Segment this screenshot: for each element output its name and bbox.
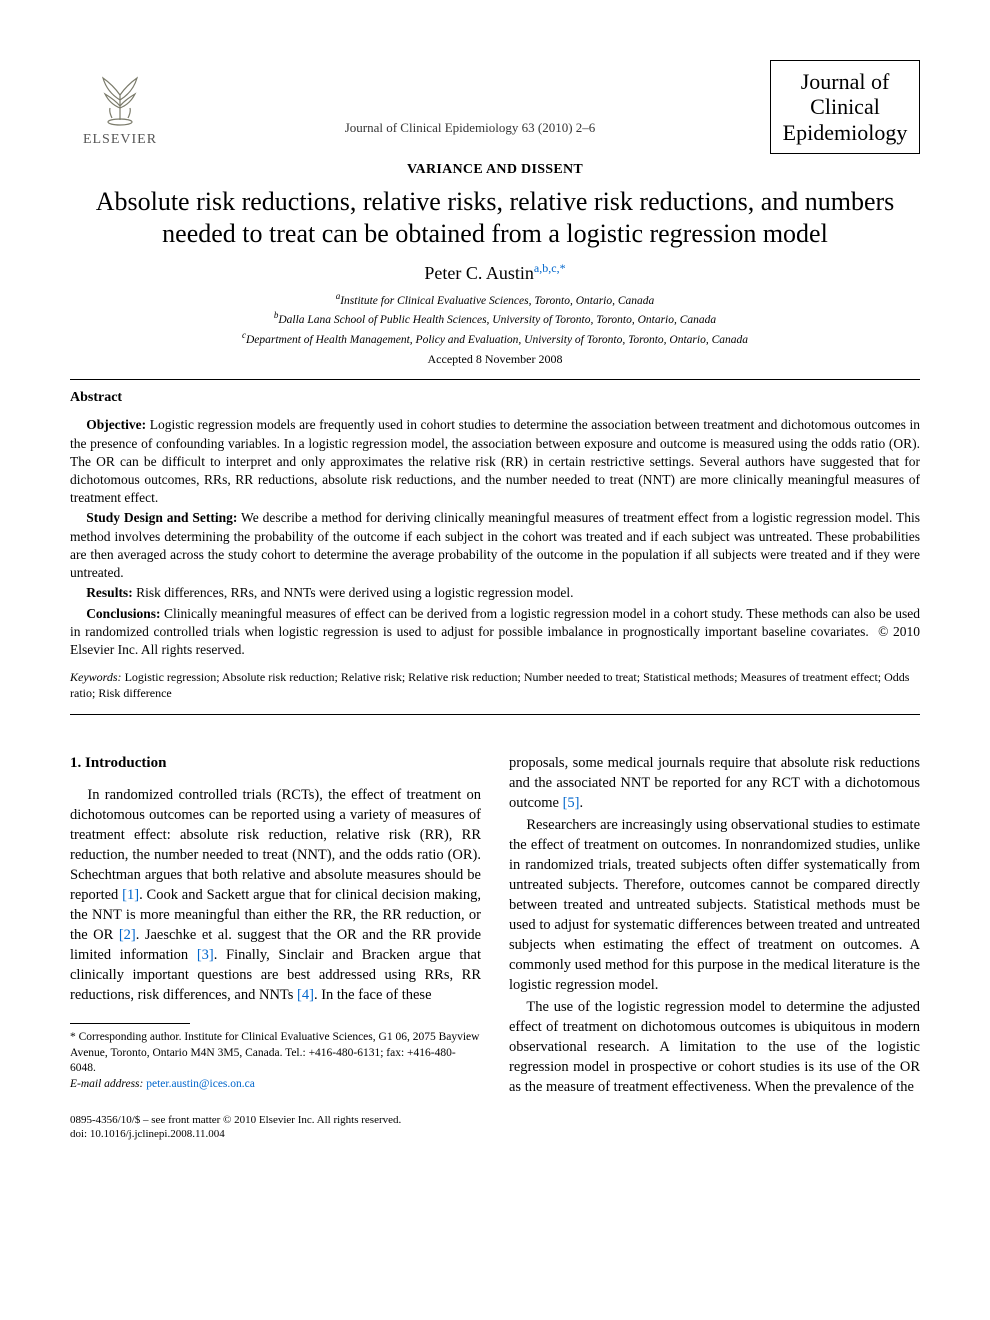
footer: 0895-4356/10/$ – see front matter © 2010… xyxy=(70,1113,920,1142)
elsevier-tree-icon xyxy=(85,60,155,130)
abstract-objective: Objective: Logistic regression models ar… xyxy=(70,416,920,507)
corresponding-author-footnote: * Corresponding author. Institute for Cl… xyxy=(70,1030,481,1092)
footer-doi: doi: 10.1016/j.jclinepi.2008.11.004 xyxy=(70,1127,920,1141)
divider xyxy=(70,714,920,715)
footnote-email-line: E-mail address: peter.austin@ices.on.ca xyxy=(70,1077,481,1093)
citation-link[interactable]: [5] xyxy=(563,795,580,811)
journal-box-line: Clinical xyxy=(781,94,909,119)
column-right: proposals, some medical journals require… xyxy=(509,753,920,1099)
abstract-design: Study Design and Setting: We describe a … xyxy=(70,509,920,582)
author-line: Peter C. Austina,b,c,* xyxy=(70,261,920,284)
citation-link[interactable]: [2] xyxy=(119,927,136,943)
citation-link[interactable]: [3] xyxy=(197,947,214,963)
citation-link[interactable]: [1] xyxy=(122,887,139,903)
journal-reference: Journal of Clinical Epidemiology 63 (201… xyxy=(170,60,770,136)
abstract-conclusions: Conclusions: Clinically meaningful measu… xyxy=(70,605,920,660)
article-title: Absolute risk reductions, relative risks… xyxy=(90,186,900,251)
publisher-name: ELSEVIER xyxy=(83,132,157,148)
journal-box-line: Journal of xyxy=(781,69,909,94)
journal-box-line: Epidemiology xyxy=(781,120,909,145)
body-columns: 1. Introduction In randomized controlled… xyxy=(70,753,920,1099)
footnote-separator xyxy=(70,1023,190,1024)
body-paragraph: proposals, some medical journals require… xyxy=(509,753,920,813)
email-link[interactable]: peter.austin@ices.on.ca xyxy=(146,1078,255,1090)
accepted-date: Accepted 8 November 2008 xyxy=(70,352,920,367)
citation-link[interactable]: [4] xyxy=(297,987,314,1003)
affiliation-c: cDepartment of Health Management, Policy… xyxy=(70,329,920,349)
keywords: Keywords: Logistic regression; Absolute … xyxy=(70,669,920,701)
affiliations: aInstitute for Clinical Evaluative Scien… xyxy=(70,290,920,349)
footer-copyright: 0895-4356/10/$ – see front matter © 2010… xyxy=(70,1113,920,1127)
abstract: Abstract Objective: Logistic regression … xyxy=(70,390,920,701)
body-paragraph: The use of the logistic regression model… xyxy=(509,997,920,1097)
column-left: 1. Introduction In randomized controlled… xyxy=(70,753,481,1099)
divider xyxy=(70,379,920,380)
author-name: Peter C. Austin xyxy=(424,263,534,283)
abstract-heading: Abstract xyxy=(70,390,920,406)
publisher-logo: ELSEVIER xyxy=(70,60,170,148)
abstract-results: Results: Risk differences, RRs, and NNTs… xyxy=(70,584,920,602)
affiliation-a: aInstitute for Clinical Evaluative Scien… xyxy=(70,290,920,310)
author-affil-marks: a,b,c,* xyxy=(534,261,566,275)
body-paragraph: Researchers are increasingly using obser… xyxy=(509,815,920,995)
section-label: VARIANCE AND DISSENT xyxy=(70,162,920,178)
header: ELSEVIER Journal of Clinical Epidemiolog… xyxy=(70,60,920,154)
footnote-text: * Corresponding author. Institute for Cl… xyxy=(70,1030,481,1077)
journal-title-box: Journal of Clinical Epidemiology xyxy=(770,60,920,154)
affiliation-b: bDalla Lana School of Public Health Scie… xyxy=(70,309,920,329)
intro-heading: 1. Introduction xyxy=(70,753,481,774)
intro-paragraph: In randomized controlled trials (RCTs), … xyxy=(70,785,481,1005)
